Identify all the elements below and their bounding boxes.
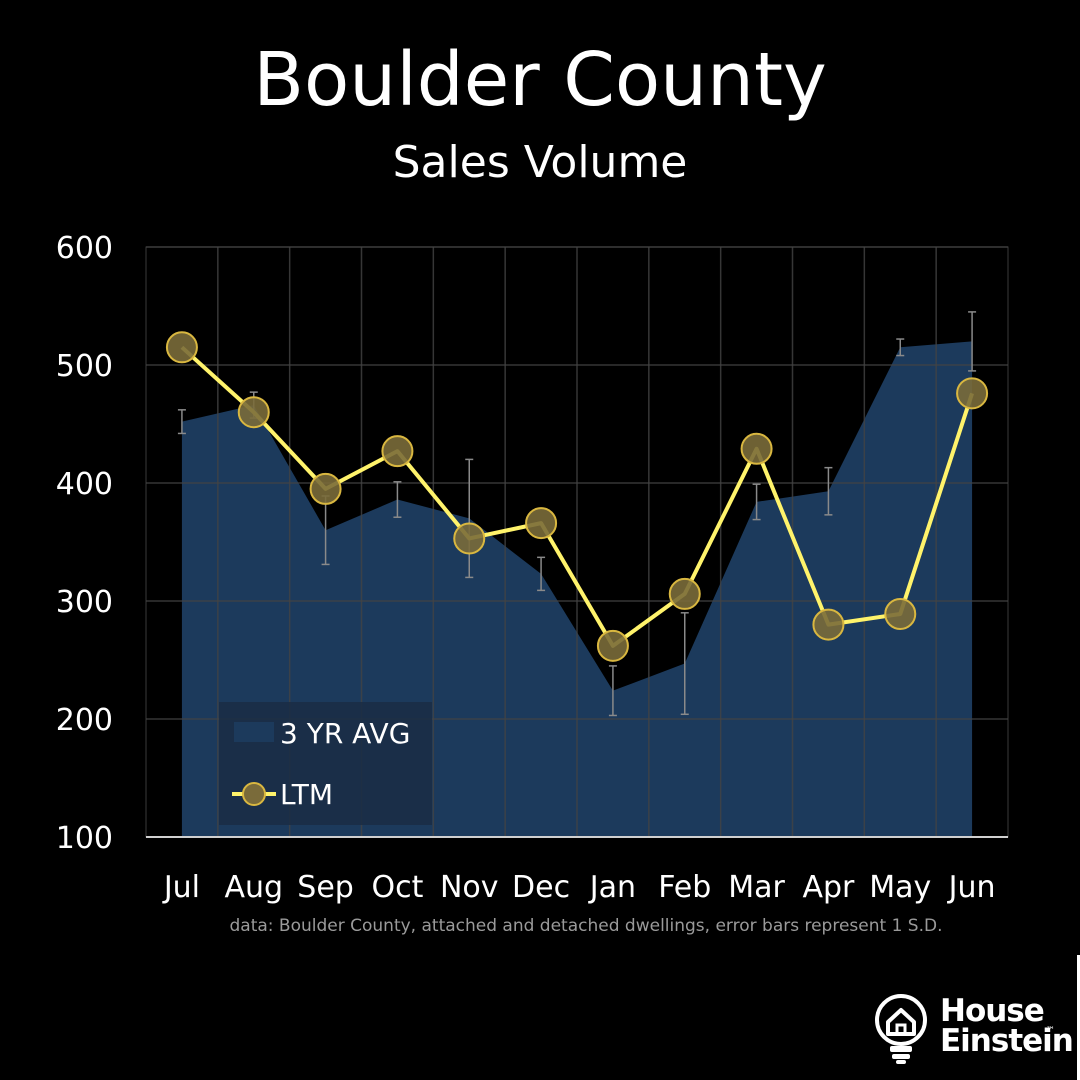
logo-line-2: Einstein <box>940 1023 1074 1059</box>
ltm-point <box>237 396 270 429</box>
x-tick-label: Jul <box>162 870 200 905</box>
x-tick-label: May <box>869 870 931 905</box>
x-tick-label: Aug <box>224 870 283 905</box>
ltm-point <box>309 472 342 505</box>
ltm-point <box>668 577 701 610</box>
lightbulb-house-icon <box>875 994 927 1064</box>
x-tick-label: Feb <box>658 870 711 905</box>
x-tick-label: Sep <box>297 870 354 905</box>
legend-label-3yr-avg: 3 YR AVG <box>280 717 410 750</box>
ltm-point <box>956 377 989 410</box>
ltm-point <box>165 331 198 364</box>
x-tick-label: Jan <box>588 870 636 905</box>
x-tick-label: Oct <box>371 870 423 905</box>
legend-swatch-area <box>234 722 274 742</box>
data-source-note: data: Boulder County, attached and detac… <box>229 916 943 936</box>
y-tick-label: 200 <box>56 703 113 738</box>
logo-wordmark: House Einstein <box>940 993 1074 1059</box>
trademark-mark: ™ <box>1046 1026 1055 1036</box>
y-tick-label: 400 <box>56 467 113 502</box>
ltm-point <box>453 522 486 555</box>
x-tick-label: Mar <box>728 870 785 905</box>
ltm-point <box>740 432 773 465</box>
chart-subtitle: Sales Volume <box>392 137 688 188</box>
y-tick-label: 300 <box>56 585 113 620</box>
ltm-point <box>884 597 917 630</box>
y-tick-label: 500 <box>56 349 113 384</box>
x-tick-label: Dec <box>512 870 570 905</box>
ltm-point <box>596 629 629 662</box>
logo-line-1: House <box>940 993 1045 1029</box>
edge-strip <box>1077 955 1080 1080</box>
house-einstein-logo: House Einstein ™ <box>868 990 1074 1070</box>
ltm-point <box>381 435 414 468</box>
x-tick-label: Nov <box>440 870 499 905</box>
y-tick-label: 100 <box>56 821 113 856</box>
legend-swatch-marker <box>242 782 266 806</box>
legend-label-ltm: LTM <box>280 778 333 811</box>
x-tick-label: Apr <box>802 870 855 905</box>
ltm-point <box>525 507 558 540</box>
chart-title: Boulder County <box>253 37 827 123</box>
ltm-point <box>812 608 845 641</box>
x-tick-label: Jun <box>947 870 996 905</box>
y-tick-label: 600 <box>56 231 113 266</box>
